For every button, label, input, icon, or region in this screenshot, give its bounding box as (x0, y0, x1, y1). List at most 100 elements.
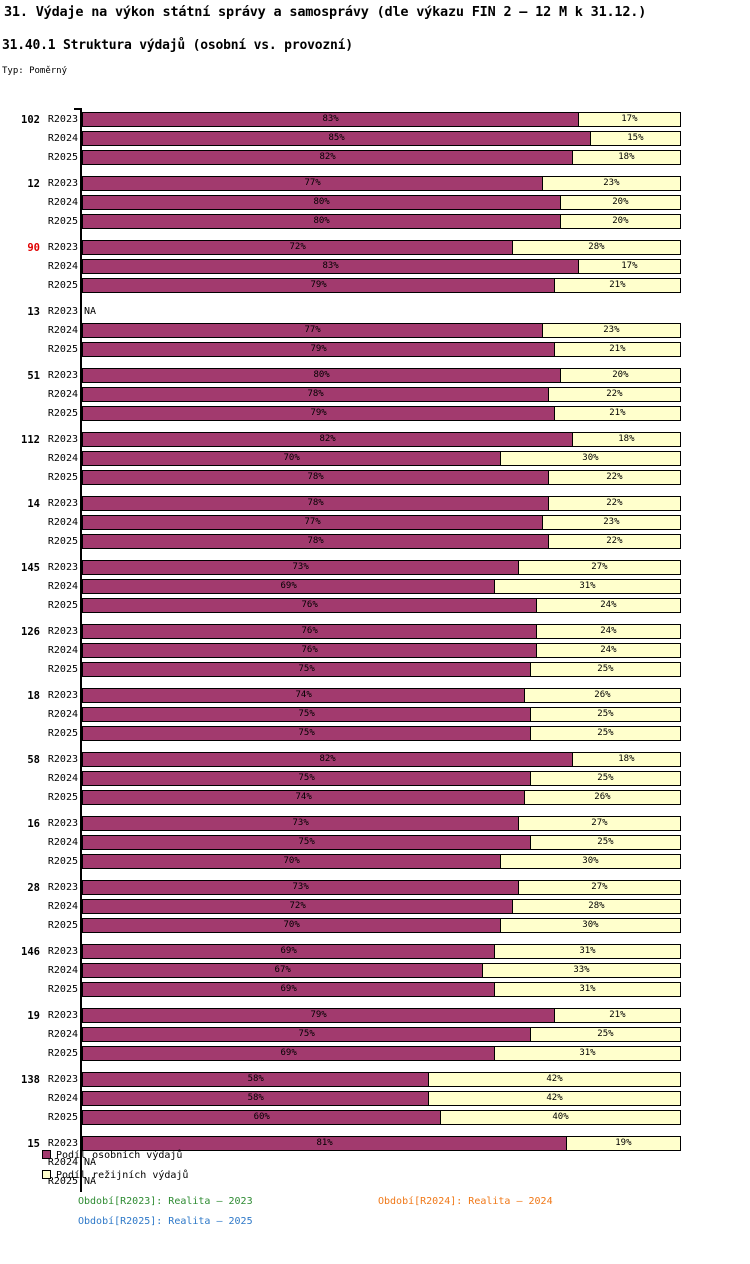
stacked-bar[interactable]: 69% 31% (82, 1046, 681, 1061)
bar-segment-overhead[interactable]: 22% (547, 387, 681, 402)
bar-segment-overhead[interactable]: 17% (577, 112, 681, 127)
bar-segment-overhead[interactable]: 27% (517, 816, 681, 831)
stacked-bar[interactable]: 58% 42% (82, 1091, 681, 1106)
stacked-bar[interactable]: 73% 27% (82, 880, 681, 895)
bar-segment-personal[interactable]: 78% (82, 534, 550, 549)
bar-segment-overhead[interactable]: 27% (517, 880, 681, 895)
bar-segment-overhead[interactable]: 42% (428, 1072, 681, 1087)
stacked-bar[interactable]: 74% 26% (82, 790, 681, 805)
bar-segment-personal[interactable]: 75% (82, 835, 532, 850)
bar-segment-overhead[interactable]: 24% (535, 598, 681, 613)
bar-segment-overhead[interactable]: 20% (559, 368, 681, 383)
stacked-bar[interactable]: 80% 20% (82, 195, 681, 210)
bar-segment-personal[interactable]: 76% (82, 598, 538, 613)
stacked-bar[interactable]: 82% 18% (82, 432, 681, 447)
bar-segment-personal[interactable]: 83% (82, 259, 580, 274)
bar-segment-personal[interactable]: 58% (82, 1072, 430, 1087)
bar-segment-overhead[interactable]: 20% (559, 214, 681, 229)
bar-segment-overhead[interactable]: 30% (499, 918, 681, 933)
bar-segment-overhead[interactable]: 25% (529, 726, 681, 741)
stacked-bar[interactable]: 79% 21% (82, 406, 681, 421)
bar-segment-overhead[interactable]: 42% (428, 1091, 681, 1106)
bar-segment-overhead[interactable]: 31% (493, 579, 681, 594)
bar-segment-personal[interactable]: 74% (82, 688, 526, 703)
stacked-bar[interactable]: 74% 26% (82, 688, 681, 703)
legend-item-overhead[interactable]: Podíl režijních výdajů (42, 1170, 188, 1181)
bar-segment-personal[interactable]: 58% (82, 1091, 430, 1106)
bar-segment-personal[interactable]: 78% (82, 470, 550, 485)
stacked-bar[interactable]: 78% 22% (82, 496, 681, 511)
bar-segment-personal[interactable]: 82% (82, 752, 574, 767)
bar-segment-personal[interactable]: 70% (82, 451, 502, 466)
stacked-bar[interactable]: 70% 30% (82, 854, 681, 869)
stacked-bar[interactable]: 60% 40% (82, 1110, 681, 1125)
bar-segment-overhead[interactable]: 19% (565, 1136, 681, 1151)
bar-segment-personal[interactable]: 81% (82, 1136, 568, 1151)
stacked-bar[interactable]: 75% 25% (82, 1027, 681, 1042)
bar-segment-overhead[interactable]: 26% (523, 688, 681, 703)
bar-segment-overhead[interactable]: 22% (547, 470, 681, 485)
bar-segment-overhead[interactable]: 18% (571, 432, 681, 447)
bar-segment-overhead[interactable]: 21% (553, 1008, 681, 1023)
stacked-bar[interactable]: 76% 24% (82, 598, 681, 613)
bar-segment-personal[interactable]: 75% (82, 662, 532, 677)
bar-segment-overhead[interactable]: 25% (529, 771, 681, 786)
stacked-bar[interactable]: 75% 25% (82, 835, 681, 850)
bar-segment-overhead[interactable]: 30% (499, 451, 681, 466)
bar-segment-personal[interactable]: 69% (82, 982, 496, 997)
bar-segment-overhead[interactable]: 15% (589, 131, 681, 146)
bar-segment-overhead[interactable]: 31% (493, 1046, 681, 1061)
bar-segment-overhead[interactable]: 27% (517, 560, 681, 575)
bar-segment-overhead[interactable]: 22% (547, 496, 681, 511)
stacked-bar[interactable]: 78% 22% (82, 470, 681, 485)
bar-segment-overhead[interactable]: 21% (553, 342, 681, 357)
stacked-bar[interactable]: 72% 28% (82, 899, 681, 914)
bar-segment-overhead[interactable]: 24% (535, 624, 681, 639)
stacked-bar[interactable]: 72% 28% (82, 240, 681, 255)
bar-segment-personal[interactable]: 80% (82, 368, 562, 383)
bar-segment-personal[interactable]: 70% (82, 918, 502, 933)
bar-segment-overhead[interactable]: 18% (571, 752, 681, 767)
bar-segment-personal[interactable]: 82% (82, 432, 574, 447)
stacked-bar[interactable]: 80% 20% (82, 214, 681, 229)
bar-segment-personal[interactable]: 74% (82, 790, 526, 805)
bar-segment-overhead[interactable]: 23% (541, 515, 681, 530)
bar-segment-personal[interactable]: 72% (82, 240, 514, 255)
stacked-bar[interactable]: 80% 20% (82, 368, 681, 383)
bar-segment-overhead[interactable]: 30% (499, 854, 681, 869)
bar-segment-personal[interactable]: 80% (82, 214, 562, 229)
bar-segment-overhead[interactable]: 25% (529, 707, 681, 722)
bar-segment-personal[interactable]: 75% (82, 1027, 532, 1042)
stacked-bar[interactable]: 69% 31% (82, 579, 681, 594)
bar-segment-personal[interactable]: 77% (82, 176, 544, 191)
stacked-bar[interactable]: 83% 17% (82, 259, 681, 274)
bar-segment-overhead[interactable]: 18% (571, 150, 681, 165)
stacked-bar[interactable]: 70% 30% (82, 918, 681, 933)
bar-segment-personal[interactable]: 75% (82, 726, 532, 741)
legend-item-personal[interactable]: Podíl osobních výdajů (42, 1150, 182, 1161)
bar-segment-overhead[interactable]: 28% (511, 899, 681, 914)
stacked-bar[interactable]: 73% 27% (82, 560, 681, 575)
bar-segment-overhead[interactable]: 21% (553, 406, 681, 421)
stacked-bar[interactable]: 82% 18% (82, 752, 681, 767)
stacked-bar[interactable]: 75% 25% (82, 662, 681, 677)
stacked-bar[interactable]: 78% 22% (82, 534, 681, 549)
bar-segment-personal[interactable]: 79% (82, 406, 556, 421)
stacked-bar[interactable]: 69% 31% (82, 982, 681, 997)
stacked-bar[interactable]: 79% 21% (82, 342, 681, 357)
bar-segment-personal[interactable]: 82% (82, 150, 574, 165)
bar-segment-personal[interactable]: 60% (82, 1110, 442, 1125)
bar-segment-personal[interactable]: 73% (82, 816, 520, 831)
bar-segment-personal[interactable]: 79% (82, 342, 556, 357)
bar-segment-personal[interactable]: 69% (82, 579, 496, 594)
bar-segment-personal[interactable]: 83% (82, 112, 580, 127)
stacked-bar[interactable]: 67% 33% (82, 963, 681, 978)
stacked-bar[interactable]: 81% 19% (82, 1136, 681, 1151)
bar-segment-overhead[interactable]: 26% (523, 790, 681, 805)
stacked-bar[interactable]: 75% 25% (82, 707, 681, 722)
stacked-bar[interactable]: 85% 15% (82, 131, 681, 146)
bar-segment-personal[interactable]: 75% (82, 707, 532, 722)
bar-segment-personal[interactable]: 85% (82, 131, 592, 146)
bar-segment-personal[interactable]: 69% (82, 944, 496, 959)
stacked-bar[interactable]: 77% 23% (82, 515, 681, 530)
